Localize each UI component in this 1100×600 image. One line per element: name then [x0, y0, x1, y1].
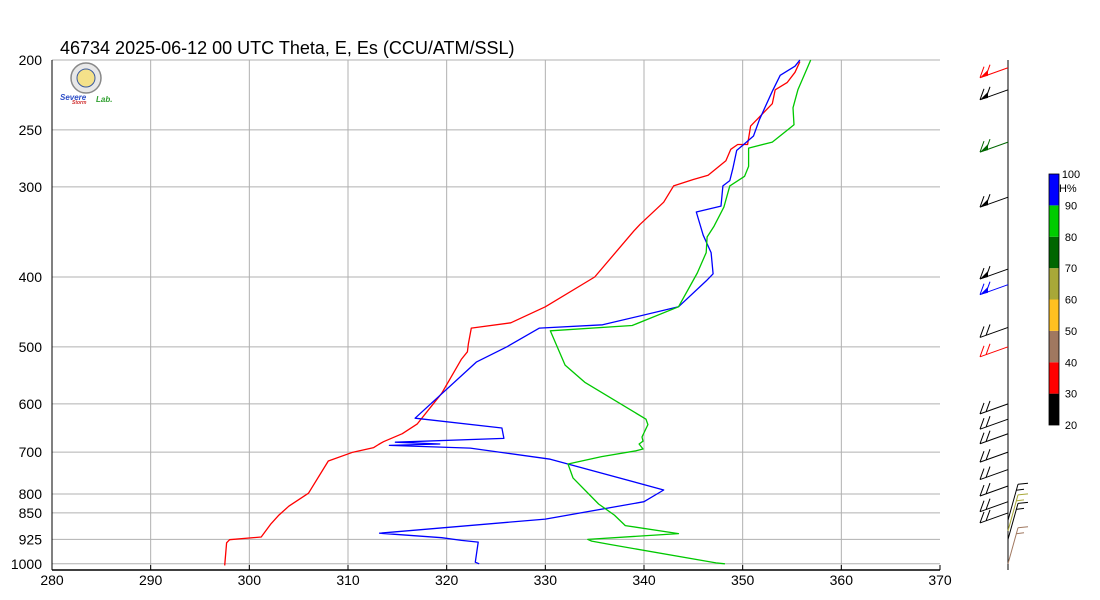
colorbar-band: [1049, 174, 1059, 206]
series-line-3: [549, 59, 812, 565]
x-tick-label: 290: [139, 572, 163, 588]
logo-text-lab: Lab.: [96, 95, 112, 104]
wind-barbs-panel: [979, 60, 1029, 570]
chart-title: 46734 2025-06-12 00 UTC Theta, E, Es (CC…: [60, 38, 515, 58]
colorbar-tick-label: 20: [1065, 420, 1077, 432]
colorbar-tick-label: 80: [1065, 232, 1077, 244]
x-tick-label: 370: [928, 572, 952, 588]
y-tick-label: 850: [19, 505, 43, 521]
x-tick-label: 350: [731, 572, 755, 588]
x-tick-label: 360: [830, 572, 854, 588]
colorbar-band: [1049, 205, 1059, 237]
x-tick-label: 280: [40, 572, 64, 588]
colorbar-tick-label: 70: [1065, 263, 1077, 275]
wind-barb: [979, 86, 1009, 101]
colorbar-band: [1049, 362, 1059, 394]
series-line-2: [378, 59, 801, 565]
colorbar-band: [1049, 236, 1059, 269]
y-tick-label: 600: [19, 396, 43, 412]
x-tick-label: 340: [632, 572, 656, 588]
wind-barb: [1007, 482, 1029, 521]
x-tick-label: 300: [238, 572, 262, 588]
colorbar-tick-label: 30: [1065, 389, 1077, 401]
series-line-1: [224, 61, 801, 566]
grid-lines: [52, 59, 940, 570]
wind-barb: [1007, 501, 1029, 540]
wind-barb: [979, 194, 1009, 208]
wind-barb: [979, 430, 1009, 445]
wind-barb: [979, 498, 1009, 513]
y-tick-label: 400: [19, 269, 43, 285]
colorbar-band: [1049, 299, 1059, 331]
y-tick-label: 700: [19, 444, 43, 460]
series-lines: [224, 59, 812, 566]
colorbar-tick-label: 60: [1065, 295, 1077, 307]
axes: [51, 60, 941, 571]
wind-barb: [979, 415, 1009, 430]
wind-barb: [979, 265, 1009, 280]
wind-barb: [979, 448, 1009, 463]
colorbar-band: [1049, 330, 1059, 363]
wind-barb: [1007, 526, 1029, 564]
colorbar-band: [1049, 393, 1059, 425]
y-tick-label: 1000: [11, 556, 42, 572]
wind-barb: [1007, 493, 1029, 531]
wind-barb: [979, 466, 1009, 481]
wind-barb: [979, 343, 1009, 358]
colorbar-tick-label: 40: [1065, 357, 1077, 369]
wind-barb: [979, 64, 1009, 79]
y-tick-label: 200: [19, 52, 43, 68]
x-tick-label: 310: [336, 572, 360, 588]
x-tick-label: 330: [534, 572, 558, 588]
wind-barb: [979, 324, 1009, 338]
wind-barb: [979, 138, 1009, 153]
x-tick-label: 320: [435, 572, 459, 588]
wind-barb: [979, 281, 1009, 296]
y-tick-label: 300: [19, 179, 43, 195]
y-tick-label: 500: [19, 339, 43, 355]
colorbar-tick-label: 100: [1062, 169, 1080, 181]
logo-text-storm: Storm: [72, 100, 87, 106]
y-tick-label: 925: [19, 531, 43, 547]
colorbar-band: [1049, 268, 1059, 300]
severe-storm-lab-logo: Severe Storm Lab.: [60, 62, 112, 106]
colorbar-tick-label: 50: [1065, 326, 1077, 338]
y-tick-label: 250: [19, 122, 43, 138]
colorbar-frame: [1048, 173, 1060, 426]
wind-barb: [979, 400, 1009, 415]
x-tick-labels: 280 290 300 310 320 330 340 350 360 370: [40, 572, 952, 588]
wind-barb: [979, 509, 1009, 524]
y-tick-labels: 200 250 300 400 500 600 700 800 850 925 1000: [11, 52, 42, 572]
y-tick-label: 800: [19, 486, 43, 502]
wind-barb: [979, 482, 1009, 497]
logo-text-severe: Severe: [60, 93, 87, 102]
logo-emblem-icon: [76, 68, 96, 88]
colorbar-tick-label: 90: [1065, 200, 1077, 212]
